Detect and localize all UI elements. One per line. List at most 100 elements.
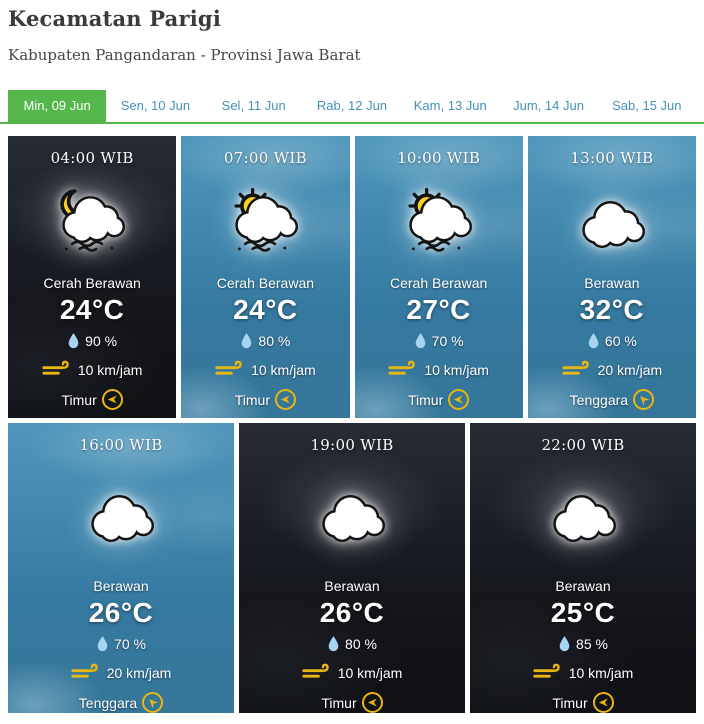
page-title: Kecamatan Parigi — [8, 6, 221, 31]
wind-icon — [302, 662, 333, 683]
tab-day-1[interactable]: Sen, 10 Jun — [120, 98, 191, 113]
wind-speed-value: 10 km/jam — [77, 361, 143, 378]
wind-row: 10 km/jam — [533, 662, 634, 683]
humidity-value: 90 % — [85, 332, 118, 349]
wind-speed-value: 10 km/jam — [251, 361, 316, 378]
nav-arrow-glyph — [452, 393, 465, 406]
water-drop-icon — [414, 332, 427, 349]
wind-direction-row: Timur — [552, 692, 614, 713]
tab-day-5[interactable]: Jum, 14 Jun — [513, 98, 584, 113]
cloud-icon — [77, 481, 165, 547]
wind-direction-row: Timur — [321, 692, 383, 713]
condition-label: Berawan — [555, 578, 611, 594]
wind-icon — [388, 359, 419, 380]
forecast-card-13:00: 13:00 WIB Berawan 32°C 60 % 20 km/jam Te… — [527, 136, 696, 418]
humidity-value: 80 % — [345, 635, 377, 652]
tab-day-3[interactable]: Rab, 12 Jun — [316, 98, 388, 113]
humidity-row: 70 % — [96, 635, 146, 652]
humidity-row: 60 % — [587, 332, 637, 349]
wind-speed-value: 20 km/jam — [597, 361, 663, 378]
condition-label: Cerah Berawan — [389, 275, 488, 291]
temperature-value: 26°C — [319, 597, 385, 628]
page-subtitle: Kabupaten Pangandaran - Provinsi Jawa Ba… — [8, 46, 361, 64]
wind-row: 10 km/jam — [388, 359, 489, 380]
condition-label: Cerah Berawan — [216, 275, 315, 291]
nav-arrow-glyph — [143, 693, 161, 711]
tab-day-6[interactable]: Sab, 15 Jun — [612, 98, 682, 113]
humidity-row: 80 % — [327, 635, 377, 652]
weather-icon-wrap — [568, 183, 656, 257]
temperature-value: 24°C — [59, 294, 125, 325]
nav-arrow-glyph — [366, 696, 379, 709]
temperature-value: 27°C — [406, 294, 471, 325]
water-drop-icon — [327, 635, 340, 652]
wind-direction-row: Timur — [61, 389, 123, 410]
wind-row: 10 km/jam — [42, 359, 143, 380]
wind-direction-arrow-icon — [275, 389, 296, 410]
forecast-grid-row-1: 04:00 WIB Cerah Berawan 24°C 90 % 10 km/… — [8, 136, 696, 418]
sun-cloud-icon — [221, 187, 309, 253]
wind-direction-row: Tenggara — [79, 687, 168, 713]
water-drop-icon — [587, 332, 600, 349]
forecast-time: 04:00 WIB — [50, 149, 134, 167]
forecast-card-10:00: 10:00 WIB Cerah Berawan 27°C 70 % 10 km/… — [354, 136, 523, 418]
sun-cloud-icon — [395, 187, 483, 253]
humidity-row: 85 % — [558, 635, 608, 652]
wind-speed-value: 10 km/jam — [424, 361, 489, 378]
humidity-row: 70 % — [414, 332, 464, 349]
humidity-value: 60 % — [604, 332, 637, 349]
wind-icon — [215, 359, 246, 380]
wind-row: 10 km/jam — [302, 662, 403, 683]
cloud-icon — [539, 481, 627, 547]
humidity-value: 80 % — [258, 332, 291, 349]
humidity-row: 90 % — [67, 332, 117, 349]
wind-direction-label: Timur — [552, 694, 588, 711]
forecast-time: 19:00 WIB — [310, 436, 394, 454]
nav-arrow-glyph — [634, 390, 652, 408]
tab-day-4[interactable]: Kam, 13 Jun — [413, 98, 487, 113]
wind-direction-arrow-icon — [361, 692, 383, 713]
day-tabbar: Min, 09 Jun Sen, 10 Jun Sel, 11 Jun Rab,… — [0, 90, 704, 124]
wind-direction-label: Timur — [61, 391, 97, 408]
wind-direction-row: Tenggara — [569, 384, 659, 415]
condition-label: Cerah Berawan — [43, 275, 141, 291]
wind-direction-arrow-icon — [101, 389, 123, 410]
temperature-value: 25°C — [550, 597, 616, 628]
wind-direction-label: Tenggara — [569, 391, 629, 408]
humidity-row: 80 % — [240, 332, 290, 349]
wind-icon — [533, 662, 564, 683]
wind-row: 20 km/jam — [562, 359, 663, 380]
wind-direction-arrow-icon — [628, 384, 659, 415]
wind-speed-value: 10 km/jam — [568, 664, 634, 681]
wind-direction-label: Timur — [321, 694, 357, 711]
wind-speed-value: 10 km/jam — [337, 664, 403, 681]
humidity-value: 70 % — [114, 635, 146, 652]
wind-icon — [42, 359, 73, 380]
tab-day-2[interactable]: Sel, 11 Jun — [221, 98, 286, 113]
forecast-card-16:00: 16:00 WIB Berawan 26°C 70 % 20 km/jam Te… — [8, 423, 234, 713]
moon-cloud-icon — [48, 187, 136, 253]
forecast-card-07:00: 07:00 WIB Cerah Berawan 24°C 80 % 10 km/… — [181, 136, 350, 418]
wind-direction-label: Timur — [407, 391, 444, 408]
nav-arrow-glyph — [106, 393, 119, 406]
water-drop-icon — [67, 332, 80, 349]
forecast-card-04:00: 04:00 WIB Cerah Berawan 24°C 90 % 10 km/… — [8, 136, 177, 418]
wind-direction-arrow-icon — [592, 692, 614, 713]
wind-direction-label: Timur — [234, 391, 270, 408]
forecast-time: 16:00 WIB — [79, 436, 163, 454]
forecast-time: 13:00 WIB — [570, 149, 654, 167]
condition-label: Berawan — [93, 578, 149, 594]
weather-icon-wrap — [539, 480, 627, 548]
weather-icon-wrap — [308, 480, 396, 548]
condition-label: Berawan — [324, 578, 380, 594]
temperature-value: 24°C — [233, 294, 298, 325]
wind-row: 10 km/jam — [215, 359, 316, 380]
tab-day-0[interactable]: Min, 09 Jun — [8, 90, 107, 122]
wind-speed-value: 20 km/jam — [106, 664, 172, 681]
water-drop-icon — [558, 635, 571, 652]
wind-icon — [71, 662, 102, 683]
forecast-card-19:00: 19:00 WIB Berawan 26°C 80 % 10 km/jam Ti… — [239, 423, 465, 713]
temperature-value: 26°C — [88, 597, 154, 628]
forecast-time: 07:00 WIB — [223, 149, 307, 167]
